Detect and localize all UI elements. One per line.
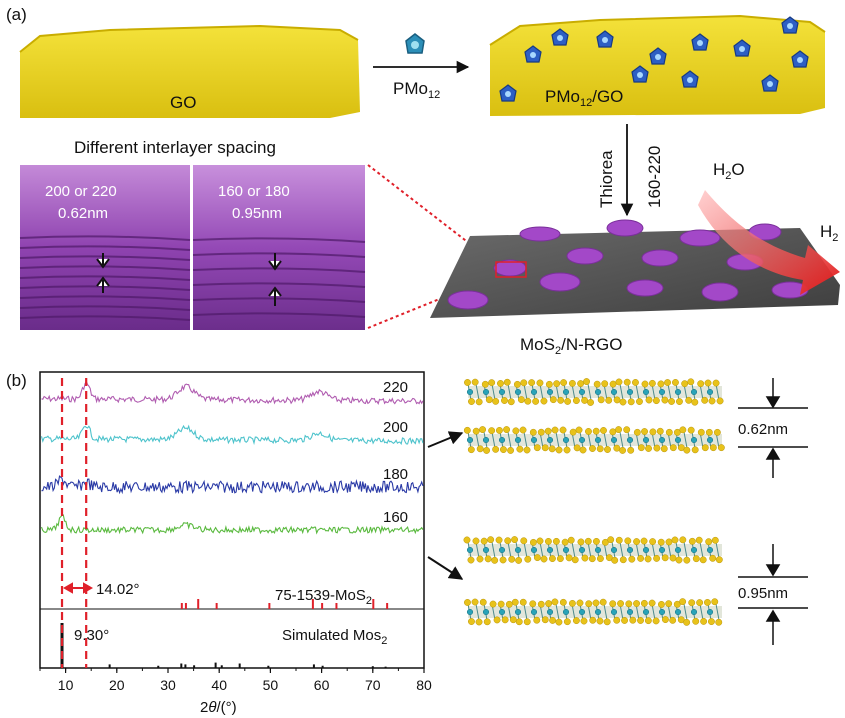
interlayer-stripe: [19, 275, 191, 281]
pmo12-cluster-icon: [781, 16, 799, 34]
mos2-plate: [519, 226, 561, 242]
pmo12-cluster-icon: [631, 65, 649, 83]
mos2-layer: [463, 426, 725, 454]
h2-label: H2: [820, 222, 838, 244]
interlayer-stripe: [19, 265, 191, 271]
interlayer-stripe: [192, 282, 366, 288]
right-block-spacing: 0.95nm: [232, 205, 282, 222]
spacing-indicator-top: [738, 378, 808, 478]
interlayer-stripe: [19, 315, 191, 321]
pmo12-cluster-icon: [691, 33, 709, 51]
interlayer-stripe: [19, 285, 191, 291]
temp-range-label: 160-220: [645, 146, 664, 208]
xrd-series-160: [40, 514, 424, 535]
pmo12-cluster-icon: [791, 50, 809, 68]
interlayer-stripe: [19, 245, 191, 251]
xrd-chart: 10 20 30 40 50 60 70 80 220 200 180 160: [39, 371, 432, 693]
pmo12-cluster-icon: [649, 47, 667, 65]
mos2-plate: [606, 219, 644, 237]
xrd-plot-frame: [39, 371, 425, 669]
interlayer-stripe: [19, 295, 191, 301]
x-axis-label: 2θ/(°): [200, 699, 237, 716]
interlayer-stripe: [192, 237, 366, 243]
simulated-label: Simulated Mos2: [282, 627, 387, 647]
pmo12-cluster-icon: [499, 84, 517, 102]
series-label-180: 180: [383, 466, 408, 483]
mos2-plate: [539, 272, 581, 292]
mos2-plate: [641, 249, 679, 267]
x-tick-label: 20: [109, 677, 125, 693]
spacing-indicator-bottom: [738, 544, 808, 645]
interlayer-title: Different interlayer spacing: [74, 138, 276, 157]
interlayer-stripe: [19, 235, 191, 241]
mos2-crystal-structures: [463, 378, 725, 626]
interlayer-stripe: [192, 267, 366, 273]
mos2-plate: [701, 282, 739, 302]
pmo12-go-sheet: [489, 14, 826, 116]
interlayer-stripe: [19, 255, 191, 261]
mos2-nrgo-label: MoS2/N-RGO: [520, 335, 622, 357]
thiorea-label: Thiorea: [597, 150, 616, 208]
left-block-temp: 200 or 220: [45, 183, 117, 200]
pmo12-cluster-icon: [551, 28, 569, 46]
left-block-spacing: 0.62nm: [58, 205, 108, 222]
pmo12-go-label: PMo12/GO: [545, 87, 623, 109]
annotation-9-30: 9.30°: [74, 627, 109, 644]
mos2-layer: [464, 378, 724, 406]
spacing-arrows-right: [268, 253, 282, 306]
x-tick-label: 70: [365, 677, 381, 693]
x-tick-label: 40: [211, 677, 227, 693]
mos2-plate: [679, 229, 721, 247]
go-label: GO: [170, 93, 196, 112]
spacing-bottom-label: 0.95nm: [738, 585, 788, 602]
go-sheet: [19, 24, 360, 118]
mos2-plate: [566, 247, 604, 265]
mos2-plate: [447, 290, 489, 310]
interlayer-block-left: [19, 165, 191, 330]
spacing-top-label: 0.62nm: [738, 421, 788, 438]
pmo12-cluster-icon: [596, 30, 614, 48]
panel-a-label: (a): [6, 5, 27, 24]
interlayer-stripe: [192, 297, 366, 303]
mos2-layer: [464, 598, 723, 626]
annotation-14-02: 14.02°: [96, 581, 140, 598]
xrd-series-180: [41, 475, 424, 495]
zoom-box: [495, 261, 527, 278]
pointer-arrow-160: [427, 556, 464, 580]
right-block-temp: 160 or 180: [218, 183, 290, 200]
pmo12-cluster-icon: [761, 74, 779, 92]
pmo12-cluster-icon: [405, 33, 425, 54]
pointer-arrow-200: [427, 431, 464, 448]
xrd-series-200: [40, 424, 424, 446]
pmo12-label: PMo12: [393, 79, 440, 101]
water-splitting-arrow: [698, 190, 840, 295]
series-label-160: 160: [383, 509, 408, 526]
interlayer-stripe: [192, 312, 366, 318]
spacing-arrows-left: [96, 253, 110, 293]
x-tick-label: 10: [58, 677, 74, 693]
x-tick-label: 60: [314, 677, 330, 693]
pmo12-cluster-icon: [733, 39, 751, 57]
xrd-series-220: [41, 380, 424, 405]
x-tick-label: 50: [263, 677, 279, 693]
interlayer-block-right: [192, 165, 366, 330]
annotation-double-arrow: [62, 582, 94, 594]
pmo12-cluster-icon: [681, 70, 699, 88]
mos2-layer: [463, 536, 723, 564]
h2o-label: H2O: [713, 160, 745, 182]
mos2-plate: [626, 279, 664, 297]
x-tick-label: 80: [416, 677, 432, 693]
reference-label: 75-1539-MoS2: [275, 587, 372, 607]
interlayer-stripe: [19, 305, 191, 311]
pmo12-cluster-icon: [524, 45, 542, 63]
interlayer-stripe: [192, 252, 366, 258]
series-label-200: 200: [383, 419, 408, 436]
panel-b-label: (b): [6, 371, 27, 390]
series-label-220: 220: [383, 379, 408, 396]
x-tick-label: 30: [160, 677, 176, 693]
pmo12-clusters: [499, 16, 809, 102]
